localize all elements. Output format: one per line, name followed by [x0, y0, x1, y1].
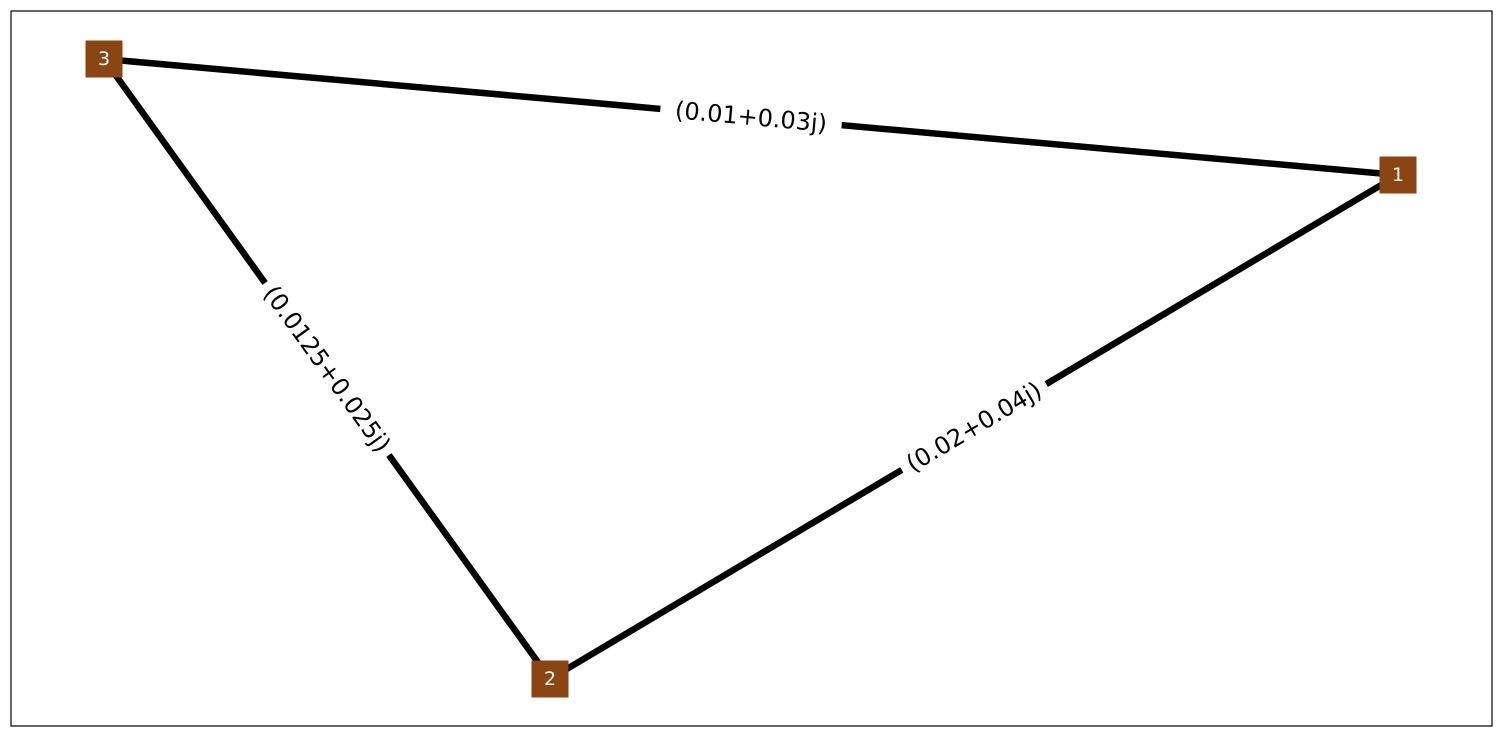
- edge-label-background: [892, 368, 1056, 486]
- edge-label-3-2: (0.0125+0.025j): [250, 272, 404, 466]
- plot-frame: [10, 10, 1493, 727]
- node-box: [531, 660, 569, 698]
- edge-label-2-1: (0.02+0.04j): [892, 368, 1056, 486]
- node-2: 2: [531, 660, 569, 698]
- node-3: 3: [85, 40, 123, 78]
- node-label: 2: [544, 668, 556, 690]
- edge-label-background: [250, 272, 404, 466]
- edge-label-text: (0.02+0.04j): [901, 376, 1046, 478]
- edge-label-background: [658, 90, 844, 144]
- node-box: [1379, 156, 1417, 194]
- node-1: 1: [1379, 156, 1417, 194]
- edge-labels-layer: (0.01+0.03j) (0.0125+0.025j) (0.02+0.04j): [250, 90, 1056, 486]
- node-label: 1: [1392, 164, 1404, 186]
- node-box: [85, 40, 123, 78]
- edge-label-text: (0.0125+0.025j): [258, 280, 396, 457]
- node-label: 3: [98, 48, 110, 70]
- edges-layer: [101, 55, 1400, 682]
- nodes-layer: 1 2 3: [85, 40, 1417, 698]
- edge-label-3-1: (0.01+0.03j): [658, 90, 844, 144]
